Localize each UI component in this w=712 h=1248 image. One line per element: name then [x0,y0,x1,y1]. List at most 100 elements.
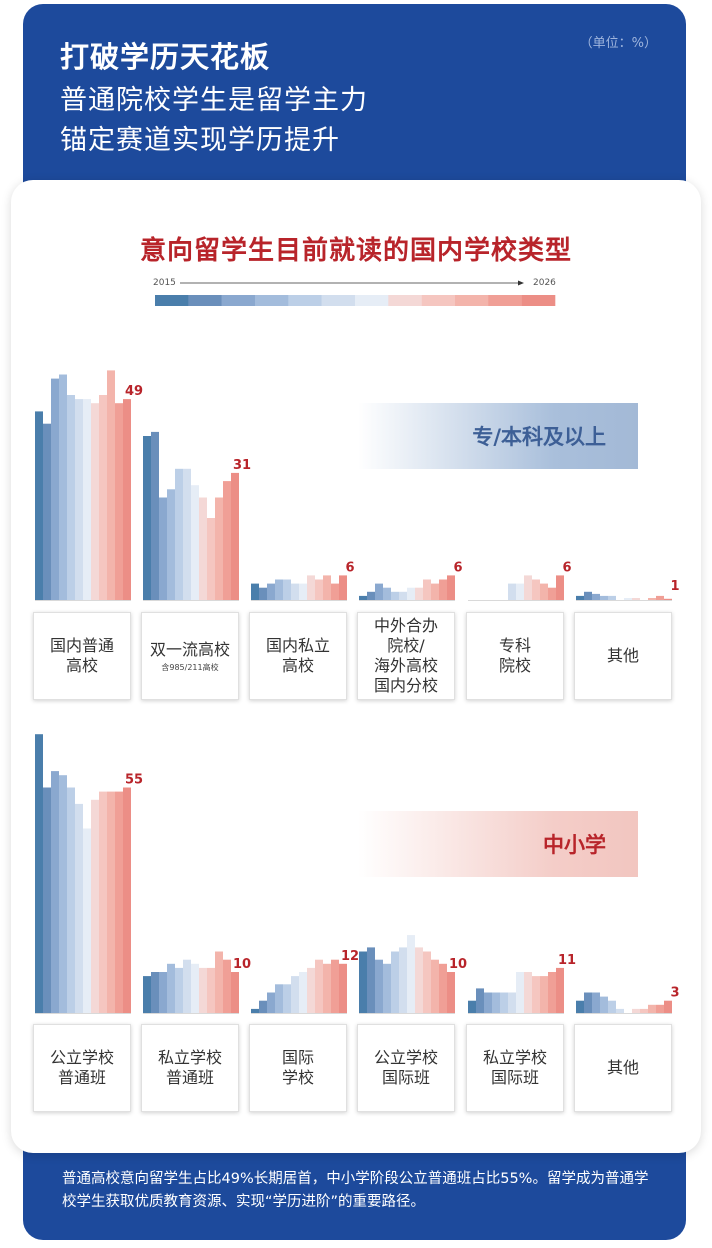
category-label-box: 国内私立 高校 [249,612,347,700]
data-label: 3 [670,986,679,1001]
bar-1-6-2015 [576,595,584,600]
bar-1-2-2023 [207,518,215,600]
category-note: 含985/211高校 [161,662,219,672]
bar-2-3-2018 [275,984,283,1013]
bar-2-5-2019 [500,992,508,1013]
data-label: 49 [125,384,143,399]
bar-2-2-2024 [215,951,223,1013]
bar-2-1-2021 [83,828,91,1013]
bar-1-2-2015 [143,436,151,600]
bar-2-2-2023 [207,967,215,1013]
bar-1-6-2018 [600,595,608,600]
bar-2-2-2015 [143,976,151,1013]
bar-1-2-2020 [183,468,191,600]
bar-2-1-2017 [51,771,59,1013]
group-band-k12: 中小学 [358,811,638,877]
legend-swatch-2023 [421,295,456,306]
bar-1-1-2018 [59,374,67,600]
bar-1-1-2023 [99,395,107,600]
data-label: 31 [233,458,251,473]
bar-1-1-2017 [51,378,59,600]
bar-1-3-2015 [251,583,259,600]
footer-summary: 普通高校意向留学生占比49%长期居首，中小学阶段公立普通班占比55%。留学成为普… [62,1171,649,1210]
legend-swatch-2018 [255,295,289,306]
group-band-higher-ed: 专/本科及以上 [358,403,638,469]
data-label: 12 [341,949,359,964]
bar-2-3-2022 [307,967,315,1013]
bar-layer: 49 31 6 6 6 1 55 10 12 10 11 3 [35,370,680,1014]
page-subtitle-line2: 锚定赛道实现学历提升 [60,125,340,156]
bar-2-1-2019 [67,787,75,1013]
bar-1-4-2015 [359,595,367,600]
bar-1-6-2017 [592,593,600,600]
category-name: 其他 [606,646,639,665]
bar-2-5-2015 [468,1000,476,1013]
bar-1-6-2025 [656,595,664,600]
bar-2-4-2016 [367,947,375,1013]
category-name: 公立学校 普通班 [49,1048,114,1087]
bar-1-3-2023 [315,579,323,600]
category-name: 国际 学校 [281,1048,314,1087]
bar-2-4-2023 [423,951,431,1013]
bar-1-3-2018 [275,579,283,600]
bar-2-4-2021 [407,935,415,1013]
bar-2-2-2021 [191,963,199,1013]
bar-1-2-2022 [199,497,207,600]
bar-2-2-2020 [183,959,191,1013]
bar-2-4-2026 [447,972,455,1013]
category-name: 国内私立 高校 [265,636,330,675]
data-label: 10 [449,957,467,972]
bar-2-5-2025 [548,972,556,1013]
category-name: 专科 院校 [498,636,531,675]
page-title: 打破学历天花板 [60,40,271,74]
bar-2-3-2017 [267,992,275,1013]
bar-1-3-2016 [259,587,267,600]
bar-1-5-2025 [548,587,556,600]
bar-2-3-2019 [283,984,291,1013]
category-name: 双一流高校 [149,639,230,659]
legend-swatch-2025 [488,295,522,306]
bar-2-6-2018 [600,996,608,1013]
bar-1-4-2022 [415,587,423,600]
bar-1-4-2020 [399,591,407,600]
bar-2-5-2020 [508,992,516,1013]
bar-2-3-2024 [323,963,331,1013]
bar-2-1-2025 [115,791,123,1013]
legend-swatch-2020 [321,295,356,306]
bar-2-3-2021 [299,972,307,1013]
bar-2-2-2025 [223,959,231,1013]
bar-1-3-2017 [267,583,275,600]
bar-2-6-2023 [640,1008,648,1013]
bar-1-2-2019 [175,468,183,600]
bar-2-2-2022 [199,967,207,1013]
legend-swatch-2026 [521,295,556,306]
bar-2-3-2026 [339,963,347,1013]
bar-2-4-2020 [399,947,407,1013]
bar-2-5-2022 [524,972,532,1013]
category-label-box: 公立学校 普通班 [33,1024,131,1112]
bar-1-1-2025 [115,403,123,600]
chart-title: 意向留学生目前就读的国内学校类型 [139,236,572,266]
category-label-box: 其他 [574,1024,672,1112]
bar-2-6-2019 [608,1000,616,1013]
legend-color-strip [155,295,556,306]
bar-1-4-2017 [375,583,383,600]
bar-2-5-2023 [532,976,540,1013]
legend-end-year: 2026 [533,278,556,288]
bar-1-4-2024 [431,583,439,600]
bar-1-3-2020 [291,583,299,600]
bar-1-1-2015 [35,411,43,600]
bar-1-4-2019 [391,591,399,600]
bar-2-1-2026 [123,787,131,1013]
bar-2-3-2015 [251,1008,259,1013]
bar-2-3-2020 [291,976,299,1013]
bar-1-1-2016 [43,423,51,600]
category-label-box: 中外合办 院校/ 海外高校 国内分校 [357,612,455,700]
bar-1-1-2019 [67,395,75,600]
legend-swatch-2024 [455,295,489,306]
group-band-label: 中小学 [543,833,606,857]
data-label: 6 [345,560,354,575]
bar-1-4-2016 [367,591,375,600]
category-name: 国内普通 高校 [49,636,114,675]
